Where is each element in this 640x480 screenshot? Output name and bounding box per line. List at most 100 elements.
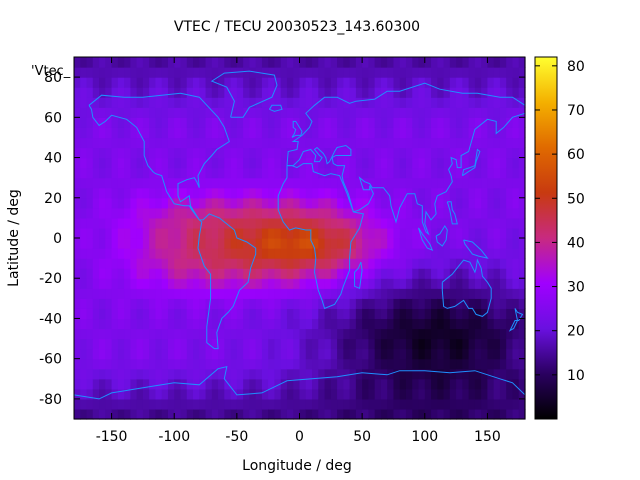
heat-cell — [374, 87, 382, 98]
heat-cell — [80, 167, 88, 179]
heat-cell — [468, 318, 476, 330]
heat-cell — [280, 278, 288, 289]
heat-cell — [224, 318, 232, 330]
heat-cell — [305, 278, 313, 289]
heat-cell — [274, 137, 282, 149]
heat-cell — [224, 187, 232, 199]
heat-cell — [518, 177, 526, 189]
heat-cell — [286, 197, 294, 209]
heat-cell — [199, 278, 207, 289]
heat-cell — [468, 97, 476, 108]
heat-cell — [506, 117, 514, 128]
heat-cell — [186, 187, 194, 199]
heat-cell — [299, 388, 307, 400]
heat-cell — [449, 167, 457, 179]
heat-cell — [86, 157, 94, 169]
heat-cell — [111, 388, 119, 400]
heat-cell — [130, 258, 138, 269]
heat-cell — [499, 358, 507, 370]
heat-cell — [80, 368, 88, 380]
heat-cell — [443, 268, 451, 279]
heat-cell — [449, 227, 457, 239]
heat-cell — [418, 308, 426, 320]
heat-cell — [142, 338, 150, 350]
heat-cell — [86, 147, 94, 159]
heat-cell — [180, 207, 188, 219]
heat-cell — [280, 227, 288, 239]
heat-cell — [474, 358, 482, 370]
heat-cell — [499, 147, 507, 159]
heat-cell — [293, 147, 301, 159]
heat-cell — [280, 207, 288, 219]
heat-cell — [299, 378, 307, 390]
heat-cell — [349, 57, 357, 68]
heat-cell — [405, 268, 413, 279]
heat-cell — [343, 368, 351, 380]
heat-cell — [261, 217, 269, 229]
heat-cell — [249, 368, 257, 380]
heat-cell — [180, 137, 188, 149]
heat-cell — [86, 408, 94, 420]
heat-cell — [142, 187, 150, 199]
heat-cell — [249, 77, 257, 88]
heat-cell — [518, 147, 526, 159]
heat-cell — [468, 268, 476, 279]
heat-cell — [312, 147, 319, 159]
heat-cell — [224, 117, 232, 128]
x-axis-label: Longitude / deg — [242, 458, 352, 474]
heat-cell — [236, 117, 244, 128]
heat-cell — [167, 248, 175, 259]
heat-cell — [374, 107, 382, 118]
heat-cell — [286, 167, 294, 179]
heat-cell — [405, 388, 413, 400]
colorbar-tick-label: 50 — [567, 191, 585, 207]
heat-cell — [80, 338, 88, 350]
heat-cell — [180, 117, 188, 128]
heat-cell — [468, 368, 476, 380]
heat-cell — [80, 187, 88, 199]
heat-cell — [149, 177, 157, 189]
heat-cell — [362, 288, 369, 299]
heat-cell — [243, 368, 250, 380]
heat-cell — [412, 57, 420, 68]
heat-cell — [462, 177, 470, 189]
heat-cell — [186, 157, 194, 169]
heat-cell — [167, 368, 175, 380]
heat-cell — [481, 107, 489, 118]
heat-cell — [136, 258, 144, 269]
heat-cell — [161, 268, 169, 279]
heat-cell — [443, 308, 451, 320]
heat-cell — [286, 338, 294, 350]
heat-cell — [393, 238, 401, 249]
heat-cell — [218, 278, 225, 289]
heat-cell — [431, 187, 438, 199]
heat-cell — [261, 167, 269, 179]
heat-cell — [174, 117, 182, 128]
heat-cell — [399, 238, 407, 249]
heat-cell — [443, 127, 451, 139]
heat-cell — [468, 137, 476, 149]
heat-cell — [186, 238, 194, 249]
heat-cell — [512, 207, 520, 219]
heat-cell — [305, 157, 313, 169]
heat-cell — [518, 258, 526, 269]
heat-cell — [117, 167, 125, 179]
heat-cell — [380, 258, 388, 269]
heat-cell — [230, 348, 238, 360]
heat-cell — [136, 378, 144, 390]
heat-cell — [230, 207, 238, 219]
heat-cell — [431, 358, 438, 370]
heat-cell — [124, 77, 131, 88]
heat-cell — [286, 288, 294, 299]
heat-cell — [80, 217, 88, 229]
heat-cell — [437, 217, 445, 229]
heat-cell — [462, 318, 470, 330]
heat-cell — [374, 398, 382, 410]
heat-cell — [105, 398, 113, 410]
heat-cell — [105, 278, 113, 289]
heat-cell — [512, 127, 520, 139]
heat-cell — [462, 328, 470, 340]
heat-cell — [117, 398, 125, 410]
heat-cell — [218, 97, 225, 108]
heat-cell — [299, 77, 307, 88]
